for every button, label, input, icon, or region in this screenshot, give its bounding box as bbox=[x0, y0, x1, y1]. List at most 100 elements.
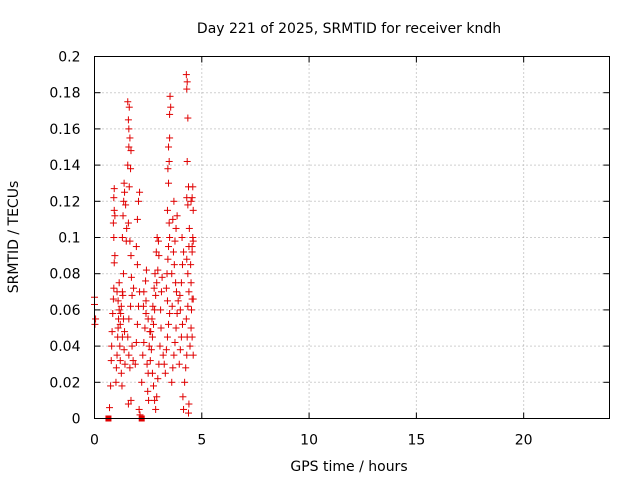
data-point bbox=[157, 324, 165, 332]
y-tick-label: 0.08 bbox=[49, 267, 80, 283]
data-point bbox=[109, 219, 117, 227]
data-point bbox=[150, 320, 158, 328]
data-point bbox=[173, 310, 181, 318]
data-point bbox=[129, 357, 137, 365]
data-point bbox=[165, 243, 173, 251]
data-point bbox=[139, 351, 147, 359]
data-point bbox=[127, 302, 135, 310]
data-point bbox=[185, 288, 193, 296]
data-point bbox=[108, 342, 116, 350]
data-point bbox=[157, 288, 165, 296]
data-point bbox=[142, 310, 150, 318]
data-point bbox=[144, 387, 152, 395]
data-point bbox=[125, 103, 133, 111]
data-point bbox=[132, 243, 140, 251]
data-point bbox=[117, 302, 125, 310]
data-point bbox=[125, 125, 133, 133]
data-point bbox=[110, 234, 118, 241]
data-point bbox=[189, 183, 197, 191]
data-point bbox=[143, 360, 151, 368]
data-point bbox=[126, 364, 134, 372]
data-point bbox=[116, 320, 124, 328]
data-point bbox=[110, 259, 118, 267]
data-point bbox=[126, 134, 134, 142]
data-point bbox=[161, 369, 169, 377]
data-point bbox=[111, 212, 119, 220]
data-point bbox=[117, 369, 125, 377]
data-point bbox=[150, 284, 158, 292]
data-point bbox=[134, 197, 142, 205]
data-point bbox=[178, 261, 186, 269]
data-point bbox=[184, 114, 192, 122]
data-point bbox=[182, 71, 190, 79]
data-point bbox=[178, 234, 186, 241]
data-point bbox=[189, 295, 197, 303]
data-point bbox=[183, 78, 191, 86]
data-point bbox=[127, 147, 135, 155]
y-tick-label: 0 bbox=[72, 412, 81, 428]
data-point bbox=[172, 224, 180, 232]
data-point bbox=[165, 143, 173, 151]
data-point bbox=[124, 219, 132, 227]
data-point bbox=[140, 288, 148, 296]
x-tick-label: 0 bbox=[90, 433, 99, 449]
data-point bbox=[189, 234, 197, 241]
data-point bbox=[189, 206, 197, 214]
data-point bbox=[187, 324, 195, 332]
data-point bbox=[180, 405, 188, 413]
data-point bbox=[184, 270, 192, 278]
data-point bbox=[168, 378, 176, 386]
data-point bbox=[110, 206, 118, 214]
data-point bbox=[188, 333, 196, 341]
data-point bbox=[136, 188, 144, 196]
data-point bbox=[150, 382, 158, 390]
data-point bbox=[120, 197, 128, 205]
data-point bbox=[155, 252, 163, 260]
data-point bbox=[133, 215, 141, 223]
data-point bbox=[174, 297, 182, 305]
data-point bbox=[164, 165, 172, 173]
data-point bbox=[187, 279, 195, 287]
x-tick-label: 5 bbox=[197, 433, 206, 449]
x-axis-label: GPS time / hours bbox=[290, 459, 407, 475]
data-point bbox=[163, 206, 171, 214]
data-point bbox=[141, 324, 149, 332]
data-point bbox=[185, 400, 193, 408]
data-point bbox=[184, 409, 192, 417]
data-point bbox=[165, 157, 173, 165]
data-point bbox=[151, 306, 159, 314]
grid bbox=[94, 56, 610, 419]
data-point bbox=[169, 364, 177, 372]
data-point bbox=[131, 360, 139, 368]
data-point bbox=[159, 351, 167, 359]
data-points bbox=[91, 71, 197, 422]
data-point bbox=[125, 143, 133, 151]
data-point bbox=[120, 346, 128, 354]
data-point bbox=[166, 134, 174, 142]
data-point bbox=[124, 400, 132, 408]
data-point bbox=[179, 393, 187, 401]
data-point bbox=[163, 297, 171, 305]
data-point bbox=[187, 261, 195, 269]
data-point bbox=[112, 364, 120, 372]
x-tick-label: 15 bbox=[407, 433, 425, 449]
data-point bbox=[119, 270, 127, 278]
data-point bbox=[109, 295, 117, 303]
data-point bbox=[146, 357, 154, 365]
data-point bbox=[177, 279, 185, 287]
data-point bbox=[107, 357, 115, 365]
data-point bbox=[183, 157, 191, 165]
data-point bbox=[171, 237, 179, 245]
data-point bbox=[117, 310, 125, 318]
data-point bbox=[170, 197, 178, 205]
data-point bbox=[165, 219, 173, 227]
data-point bbox=[170, 351, 178, 359]
data-point bbox=[151, 270, 159, 278]
data-point bbox=[109, 310, 117, 318]
data-point bbox=[188, 243, 196, 251]
y-tick-label: 0.14 bbox=[49, 158, 80, 174]
data-point bbox=[142, 297, 150, 305]
x-tick-label: 10 bbox=[300, 433, 318, 449]
data-point bbox=[165, 179, 173, 187]
data-point bbox=[147, 346, 155, 354]
